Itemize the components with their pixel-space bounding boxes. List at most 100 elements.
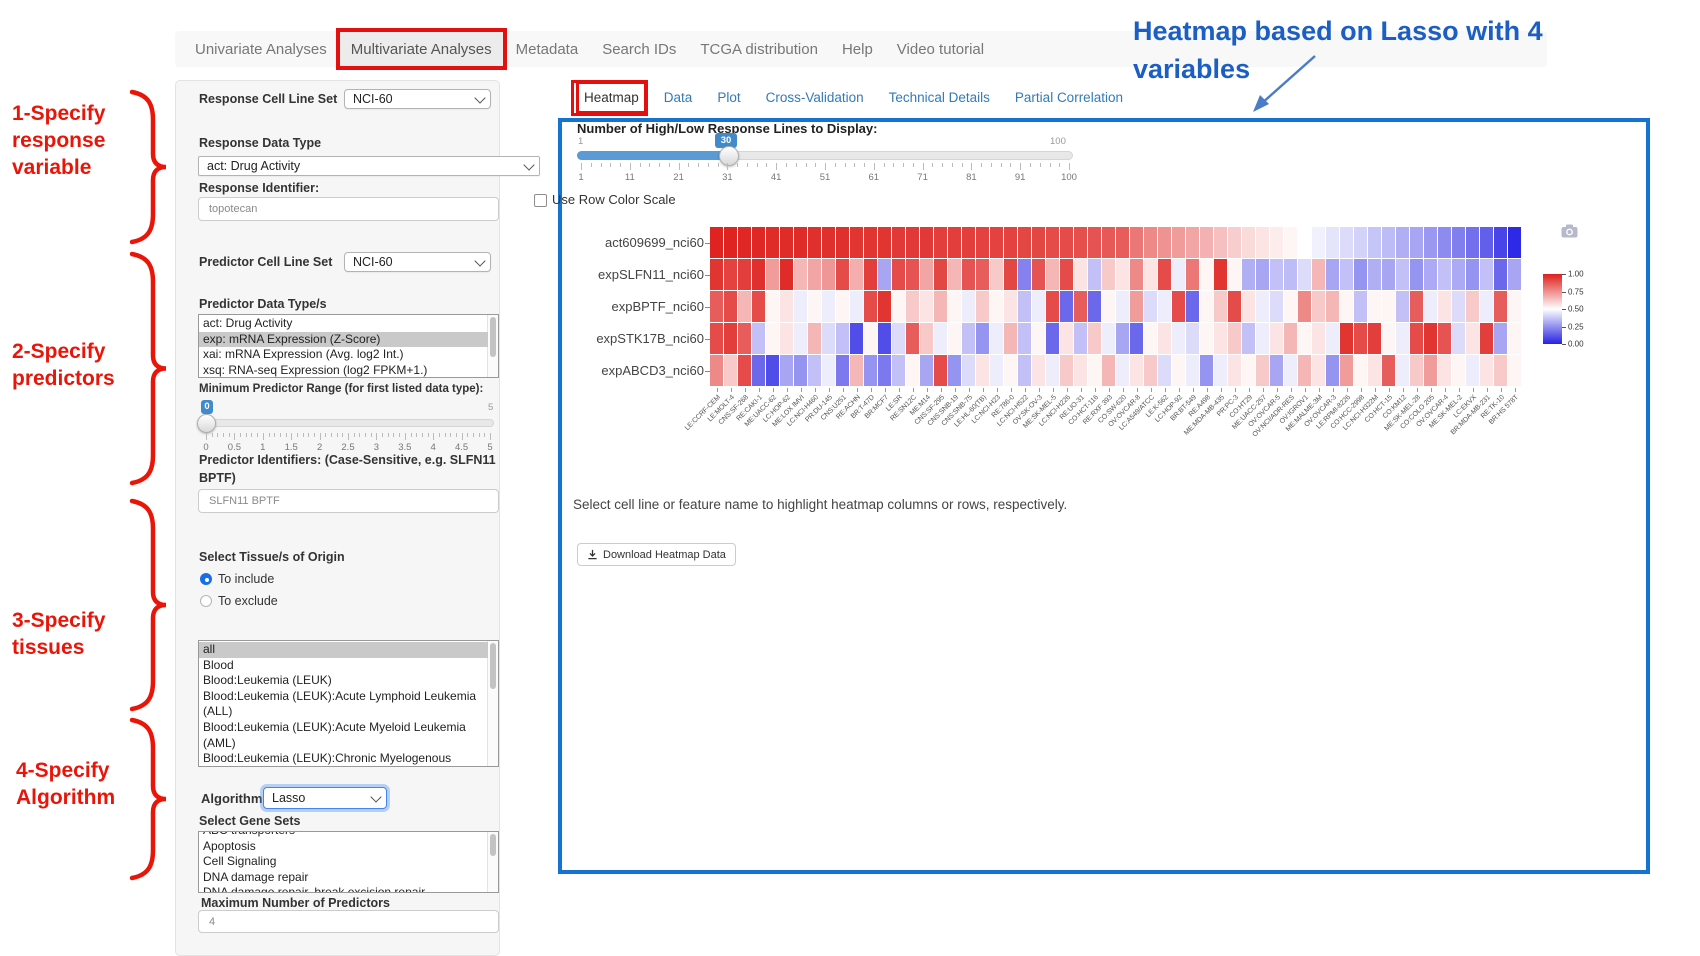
slider-tick <box>815 163 817 167</box>
scrollbar[interactable] <box>487 832 498 892</box>
heatmap-col-tick <box>1123 388 1124 392</box>
heatmap-cell <box>878 259 891 290</box>
heatmap-cell <box>1228 291 1241 322</box>
scrollbar[interactable] <box>487 641 498 766</box>
heatmap-cell <box>1354 227 1367 258</box>
list-option[interactable]: xai: mRNA Expression (Avg. log2 Int.) <box>203 347 404 362</box>
list-option[interactable]: Blood:Leukemia (LEUK) <box>203 673 332 688</box>
heatmap-cell <box>1172 291 1185 322</box>
list-option[interactable]: exp: mRNA Expression (Z-Score) <box>199 331 488 348</box>
gene-sets-listbox[interactable]: ABC transportersApoptosisCell SignalingD… <box>198 831 499 893</box>
nav-item-search-ids[interactable]: Search IDs <box>602 40 677 58</box>
tab-data[interactable]: Data <box>663 90 693 105</box>
heatmap-row-label: expSTK17B_nci60 <box>596 331 704 346</box>
scrollbar[interactable] <box>487 315 498 377</box>
nav-item-tcga-distribution[interactable]: TCGA distribution <box>700 40 818 58</box>
heatmap-col-tick <box>1459 388 1460 392</box>
slider-tick-label: 81 <box>966 172 977 183</box>
list-option[interactable]: xsq: RNA-seq Expression (log2 FPKM+1.) <box>203 362 428 377</box>
heatmap-cell <box>1326 259 1339 290</box>
tissue-exclude-radio[interactable] <box>200 595 212 607</box>
range-slider-handle[interactable] <box>197 414 216 433</box>
heatmap-cell <box>1130 323 1143 354</box>
heatmap-cell <box>1242 355 1255 386</box>
slider-tick-label: 31 <box>722 172 733 183</box>
heatmap-cell <box>1466 291 1479 322</box>
heatmap-cell <box>1508 291 1521 322</box>
slider-tick <box>678 163 680 170</box>
response-identifier-input[interactable] <box>198 197 499 221</box>
list-option[interactable]: ABC transporters <box>199 832 488 839</box>
heatmap-cell <box>1438 291 1451 322</box>
nav-item-univariate-analyses[interactable]: Univariate Analyses <box>195 40 327 58</box>
heatmap-row-label: expSLFN11_nci60 <box>598 267 704 282</box>
heatmap-cell <box>1186 355 1199 386</box>
nav-item-help[interactable]: Help <box>841 40 873 58</box>
heatmap-cell <box>1214 227 1227 258</box>
heatmap-cell <box>1256 227 1269 258</box>
heatmap-cell <box>794 291 807 322</box>
heatmap-cell <box>1060 291 1073 322</box>
list-option[interactable]: Blood:Leukemia (LEUK):Acute Myeloid Leuk… <box>203 719 466 750</box>
nav-item-video-tutorial[interactable]: Video tutorial <box>896 40 985 58</box>
predictor-cell-line-set-select[interactable]: NCI-60 <box>344 252 491 272</box>
list-option[interactable]: Cell Signaling <box>203 854 277 869</box>
heatmap-cell <box>1228 259 1241 290</box>
tab-plot[interactable]: Plot <box>717 90 741 105</box>
list-option[interactable]: Apoptosis <box>203 838 256 853</box>
list-option[interactable]: all <box>199 642 488 658</box>
slider-tick-label: 3.5 <box>398 442 412 453</box>
heatmap-cell <box>920 355 933 386</box>
list-option[interactable]: Blood:Leukemia (LEUK):Acute Lymphoid Leu… <box>203 688 477 719</box>
nav-item-multivariate-analyses[interactable]: Multivariate Analyses <box>335 28 507 70</box>
nav-item-metadata[interactable]: Metadata <box>515 40 579 58</box>
response-cell-line-set-select[interactable]: NCI-60 <box>344 89 491 109</box>
heatmap-cell <box>1074 227 1087 258</box>
step-annotation-line: Algorithm <box>16 786 116 809</box>
list-option[interactable]: DNA damage repair <box>203 869 309 884</box>
row-color-scale-checkbox[interactable] <box>534 194 547 207</box>
tab-heatmap[interactable]: Heatmap <box>576 81 647 114</box>
heatmap-cell <box>976 323 989 354</box>
download-heatmap-data-button[interactable]: Download Heatmap Data <box>577 543 736 566</box>
max-predictors-input[interactable] <box>198 910 499 933</box>
chevron-down-icon <box>474 254 486 267</box>
algorithm-select[interactable]: Lasso <box>263 787 387 809</box>
legend-tick-label: 1.00 <box>1568 269 1584 279</box>
heatmap-cell <box>1270 355 1283 386</box>
lines-slider-handle[interactable] <box>719 146 739 166</box>
heatmap-cell <box>1438 259 1451 290</box>
heatmap-cell <box>1074 259 1087 290</box>
tab-cross-validation[interactable]: Cross-Validation <box>765 90 864 105</box>
tissues-listbox[interactable]: all Blood Blood:Leukemia (LEUK) Blood:Leuke… <box>198 640 499 767</box>
response-data-type-select[interactable]: act: Drug Activity <box>198 156 540 176</box>
predictor-identifiers-input[interactable] <box>198 489 499 513</box>
slider-tick <box>922 163 924 170</box>
heatmap-cell <box>1102 323 1115 354</box>
list-option[interactable]: Blood:Leukemia (LEUK):Chronic Myelogenou… <box>203 751 452 766</box>
camera-icon[interactable] <box>1561 224 1578 238</box>
tab-partial-correlation[interactable]: Partial Correlation <box>1014 90 1123 105</box>
predictor-data-types-listbox[interactable]: act: Drug Activity exp: mRNA Expression (… <box>198 314 499 378</box>
heatmap-cell <box>1186 323 1199 354</box>
range-slider-max-label: 5 <box>488 402 494 413</box>
heatmap-cell <box>948 323 961 354</box>
tissue-include-radio[interactable] <box>200 573 212 585</box>
heatmap-col-tick <box>1487 388 1488 392</box>
tissue-exclude-label: To exclude <box>218 594 278 608</box>
tab-technical-details[interactable]: Technical Details <box>888 90 990 105</box>
heatmap-cell <box>1172 323 1185 354</box>
heatmap-cell <box>752 259 765 290</box>
list-option[interactable]: act: Drug Activity <box>203 316 293 330</box>
list-option[interactable]: DNA damage repair, break excision repair <box>203 885 426 893</box>
heatmap-cell <box>1116 227 1129 258</box>
heatmap-cell <box>1004 259 1017 290</box>
response-data-type-label: Response Data Type <box>199 136 322 150</box>
list-option[interactable]: Blood <box>203 657 234 672</box>
min-predictor-range-slider[interactable] <box>202 419 494 427</box>
heatmap-cell <box>1004 227 1017 258</box>
heatmap-cell <box>1424 259 1437 290</box>
heatmap-cell <box>1018 355 1031 386</box>
color-scale-legend <box>1543 274 1562 344</box>
heatmap-row-tick <box>705 307 710 308</box>
